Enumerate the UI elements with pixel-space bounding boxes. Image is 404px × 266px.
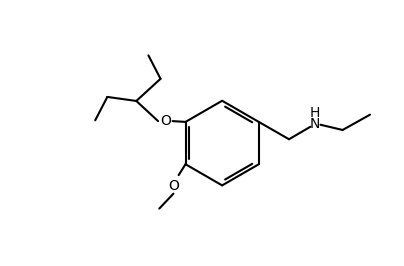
Text: N: N (310, 117, 320, 131)
Text: O: O (168, 179, 179, 193)
Text: H: H (310, 106, 320, 120)
Text: O: O (160, 114, 171, 128)
